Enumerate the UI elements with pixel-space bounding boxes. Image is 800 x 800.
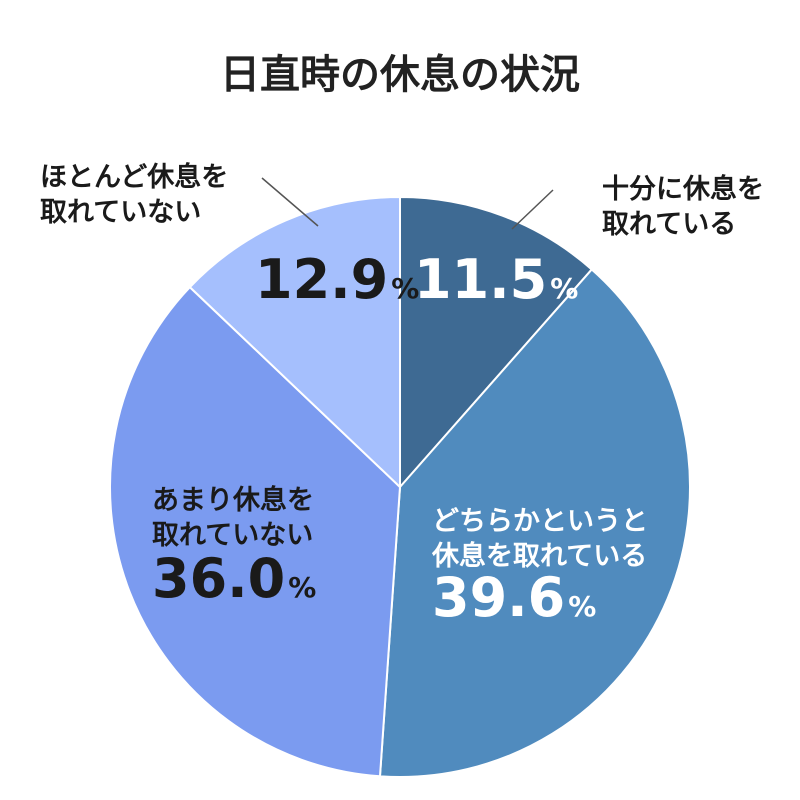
slice-label-4-line-2: 取れていない	[40, 197, 201, 228]
pie-slice-2	[378, 268, 691, 778]
leader-line-4	[261, 177, 319, 227]
pie-slice-1	[399, 195, 594, 490]
slice-label-4-line-1: ほとんど休息を	[40, 161, 228, 193]
slice-value-1: 11.5%	[414, 248, 578, 311]
slice-value-3: 36.0%	[152, 547, 316, 610]
slice-value-4: 12.9%	[255, 248, 419, 311]
slice-label-2-line-1: どちらかというと	[432, 506, 648, 537]
slice-label-3-line-2: 取れていない	[152, 520, 313, 551]
slice-label-1-line-2: 取れている	[602, 209, 736, 240]
pie-slice-3	[109, 285, 402, 778]
slice-label-1-line-1: 十分に休息を	[602, 173, 764, 205]
chart-title: 日直時の休息の状況	[220, 52, 580, 98]
leader-line-1	[511, 189, 554, 230]
slice-label-2-line-2: 休息を取れている	[431, 540, 647, 572]
slice-value-2: 39.6%	[432, 566, 596, 629]
pie-slice-4	[188, 195, 401, 490]
slice-label-3-line-1: あまり休息を	[152, 484, 314, 516]
